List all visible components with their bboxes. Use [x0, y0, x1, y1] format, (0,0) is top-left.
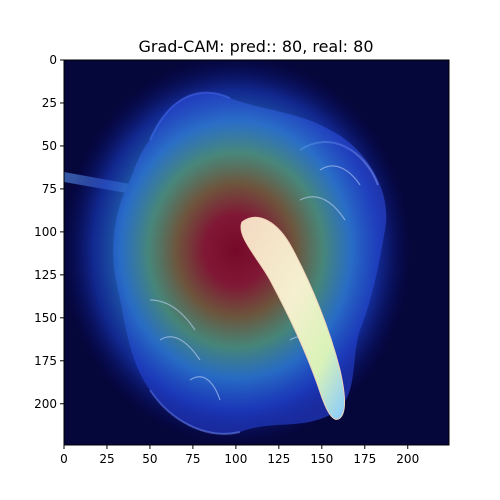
y-tick-label: 50: [42, 139, 57, 153]
chart-title: Grad-CAM: pred:: 80, real: 80: [138, 37, 373, 56]
x-tick-label: 175: [353, 452, 376, 466]
y-tick-label: 0: [49, 53, 57, 67]
heatmap-image: [64, 60, 449, 445]
axes-frame: [63, 59, 450, 446]
x-tick-label: 0: [60, 452, 68, 466]
x-axis: 0 25 50 75 100 125 150 175 200: [60, 445, 419, 466]
y-tick-label: 200: [34, 397, 57, 411]
x-tick-label: 200: [396, 452, 419, 466]
x-tick-label: 25: [99, 452, 114, 466]
x-tick-label: 100: [224, 452, 247, 466]
y-tick-label: 150: [34, 311, 57, 325]
y-tick-label: 75: [42, 182, 57, 196]
y-axis: 0 25 50 75 100 125 150 175 200: [34, 53, 64, 411]
x-tick-label: 150: [310, 452, 333, 466]
y-tick-label: 25: [42, 96, 57, 110]
y-tick-label: 125: [34, 268, 57, 282]
y-tick-label: 100: [34, 225, 57, 239]
x-tick-label: 50: [142, 452, 157, 466]
spadix: [240, 216, 345, 420]
y-tick-label: 175: [34, 354, 57, 368]
x-tick-label: 75: [185, 452, 200, 466]
x-tick-label: 125: [267, 452, 290, 466]
